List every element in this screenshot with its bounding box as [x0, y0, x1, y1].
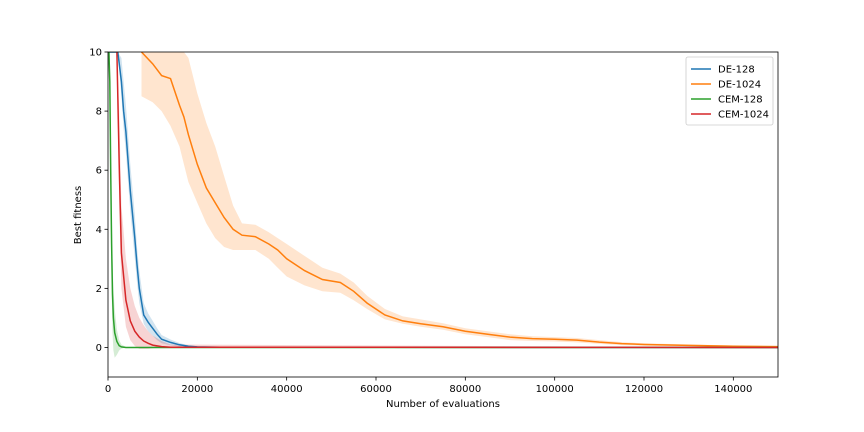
y-tick-label: 8 [96, 107, 102, 118]
legend: DE-128 DE-1024 CEM-128 CEM-1024 [685, 56, 774, 126]
x-tick-label: 80000 [449, 384, 481, 395]
cem-1024-line [116, 52, 778, 349]
x-axis-label: Number of evaluations [386, 399, 500, 410]
y-axis-ticks: 0 2 4 6 8 10 [89, 48, 108, 354]
x-tick-label: 20000 [181, 384, 213, 395]
legend-label: DE-1024 [718, 80, 761, 91]
x-tick-label: 40000 [271, 384, 303, 395]
y-tick-label: 10 [89, 48, 102, 59]
y-tick-label: 4 [96, 225, 102, 236]
confidence-bands [108, 52, 778, 358]
legend-label: DE-128 [718, 65, 755, 76]
x-tick-label: 0 [105, 384, 111, 395]
de-1024-line [140, 52, 778, 348]
y-tick-label: 6 [96, 166, 102, 177]
legend-label: CEM-128 [718, 95, 763, 106]
x-tick-label: 60000 [360, 384, 392, 395]
x-axis-ticks: 0 20000 40000 60000 80000 100000 120000 140000 [105, 377, 752, 395]
y-tick-label: 2 [96, 284, 102, 295]
series-lines [108, 52, 778, 349]
y-axis-label: Best fitness [73, 186, 84, 244]
legend-label: CEM-1024 [718, 110, 769, 121]
de-128-line [108, 52, 778, 349]
x-tick-label: 140000 [714, 384, 752, 395]
plot-frame [107, 51, 779, 378]
de-1024-band [141, 52, 778, 348]
legend-box [685, 56, 774, 126]
cem-128-line [108, 52, 778, 349]
y-tick-label: 0 [96, 343, 102, 354]
x-tick-label: 100000 [536, 384, 574, 395]
x-tick-label: 120000 [625, 384, 663, 395]
